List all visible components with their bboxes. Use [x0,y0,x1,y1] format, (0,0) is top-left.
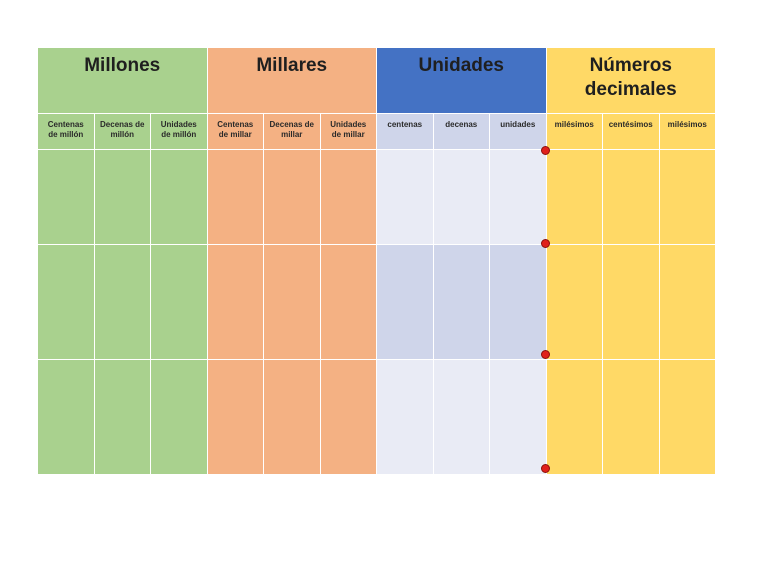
table-cell [319,244,377,360]
col-centenas-de-millon: Centenas de millón [37,113,95,150]
col-label-line2: millar [281,130,303,139]
decimal-point-dot [541,350,550,359]
table-cell [489,244,547,360]
table-cell [37,149,95,245]
table-cell [206,244,264,360]
table-cell [602,359,660,475]
table-cell [489,149,547,245]
table-cell [376,149,434,245]
col-label-line1: Unidades [330,120,367,129]
table-cell [93,359,151,475]
table-row [37,244,716,360]
table-cell [150,149,208,245]
table-cell [37,359,95,475]
group-numeros-decimales: Números decimales [545,47,716,114]
col-label-line2: de millar [331,130,365,139]
table-row [37,359,716,475]
col-milesimos-b: milésimos [658,113,716,150]
col-label-line2: de millón [48,130,84,139]
table-cell [545,359,603,475]
col-label-line2: de millón [161,130,197,139]
table-cell [376,359,434,475]
table-cell [319,359,377,475]
table-cell [206,149,264,245]
decimal-point-dot [541,464,550,473]
group-unidades: Unidades [376,47,547,114]
col-centenas-de-millar: Centenas de millar [206,113,264,150]
table-cell [489,359,547,475]
column-header-row: Centenas de millón Decenas de millón Unida… [37,113,716,150]
col-centenas: centenas [376,113,434,150]
table-cell [658,244,716,360]
col-unidades-de-millar: Unidades de millar [319,113,377,150]
group-millares: Millares [206,47,377,114]
col-decenas-de-millar: Decenas de millar [263,113,321,150]
table-cell [263,244,321,360]
col-unidades: unidades [489,113,547,150]
col-milesimos-a: milésimos [545,113,603,150]
group-header-row: Millones Millares Unidades Números decim… [37,47,716,114]
table-cell [432,149,490,245]
table-cell [658,359,716,475]
table-cell [150,359,208,475]
group-millones: Millones [37,47,208,114]
col-label-line1: Centenas [47,120,84,129]
col-label-line1: Unidades [160,120,197,129]
col-label-line1: Decenas de [269,120,314,129]
table-cell [263,149,321,245]
table-cell [658,149,716,245]
decimal-point-dot [541,239,550,248]
col-decenas-de-millon: Decenas de millón [93,113,151,150]
table-cell [545,244,603,360]
table-row [37,149,716,245]
table-cell [93,244,151,360]
table-cell [432,244,490,360]
table-cell [376,244,434,360]
table-cell [432,359,490,475]
group-decimales-line2: decimales [584,79,677,100]
col-centesimos: centésimos [602,113,660,150]
col-label-line1: Centenas [217,120,254,129]
col-label-line2: millón [110,130,135,139]
col-decenas: decenas [432,113,490,150]
table-cell [206,359,264,475]
place-value-table: Millones Millares Unidades Números decim… [37,47,716,475]
table-cell [319,149,377,245]
table-cell [37,244,95,360]
table-cell [93,149,151,245]
group-decimales-line1: Números [589,55,672,76]
table-cell [263,359,321,475]
table-cell [545,149,603,245]
table-cell [150,244,208,360]
table-cell [602,244,660,360]
col-label-line2: de millar [218,130,252,139]
col-label-line1: Decenas de [100,120,145,129]
table-cell [602,149,660,245]
col-unidades-de-millon: Unidades de millón [150,113,208,150]
decimal-point-dot [541,146,550,155]
